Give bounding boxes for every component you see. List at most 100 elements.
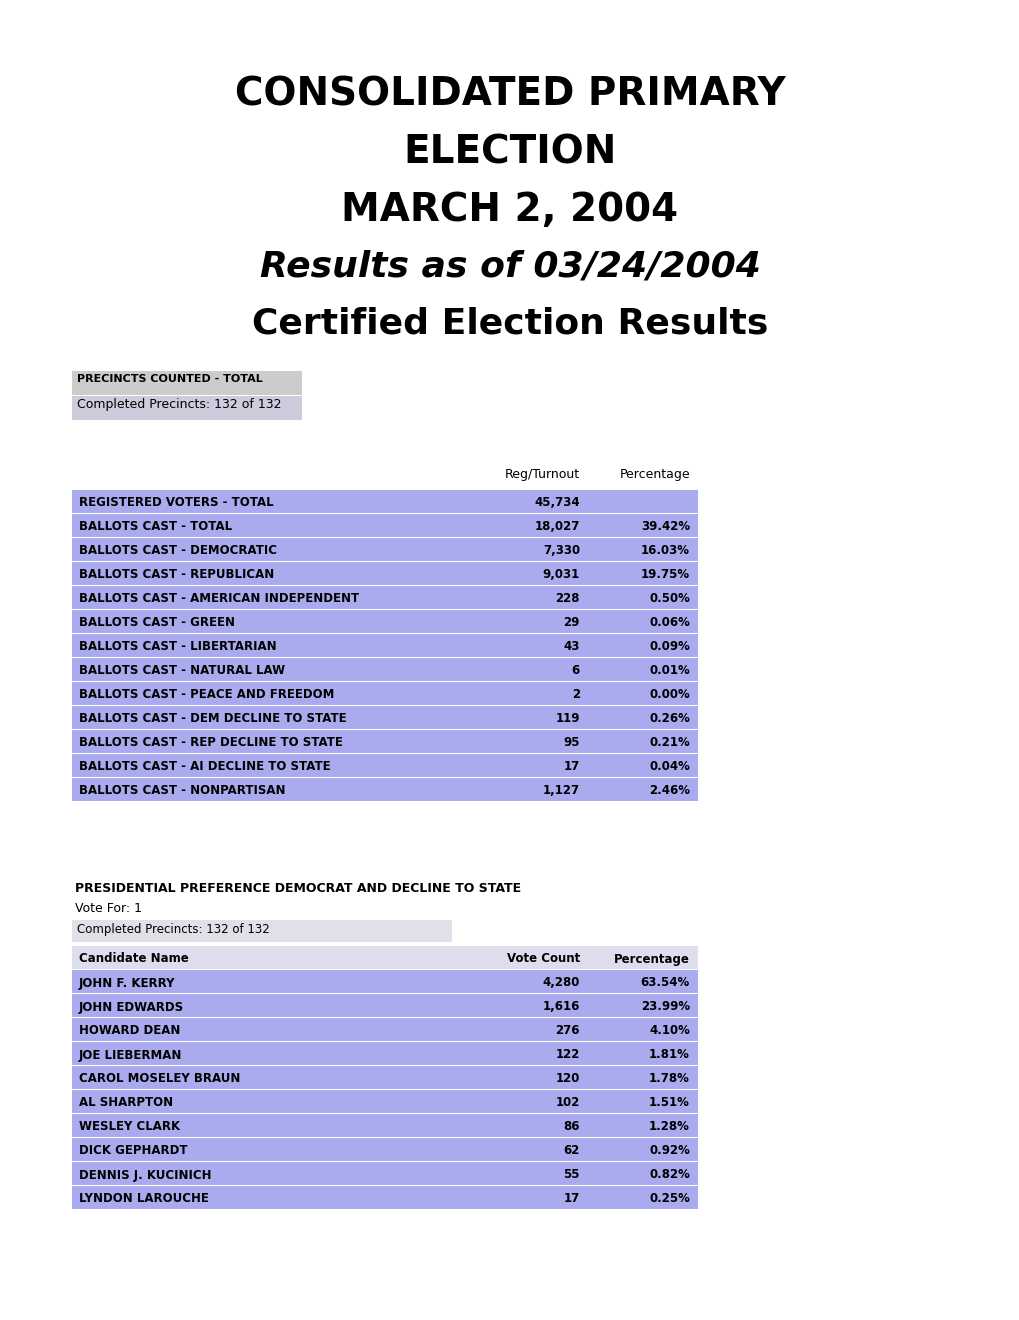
- Text: PRESIDENTIAL PREFERENCE DEMOCRAT AND DECLINE TO STATE: PRESIDENTIAL PREFERENCE DEMOCRAT AND DEC…: [75, 882, 521, 895]
- Text: BALLOTS CAST - AI DECLINE TO STATE: BALLOTS CAST - AI DECLINE TO STATE: [78, 760, 330, 774]
- Text: BALLOTS CAST - REPUBLICAN: BALLOTS CAST - REPUBLICAN: [78, 569, 274, 582]
- Text: JOHN EDWARDS: JOHN EDWARDS: [78, 1001, 184, 1014]
- Text: 0.92%: 0.92%: [648, 1144, 689, 1158]
- Text: 19.75%: 19.75%: [640, 569, 689, 582]
- Text: 17: 17: [564, 1192, 580, 1205]
- Text: 228: 228: [555, 593, 580, 606]
- Text: 2.46%: 2.46%: [648, 784, 689, 797]
- Text: HOWARD DEAN: HOWARD DEAN: [78, 1024, 180, 1038]
- Text: Results as of 03/24/2004: Results as of 03/24/2004: [259, 249, 760, 282]
- FancyBboxPatch shape: [72, 634, 697, 657]
- FancyBboxPatch shape: [72, 1067, 697, 1089]
- FancyBboxPatch shape: [72, 562, 697, 585]
- Text: 7,330: 7,330: [542, 544, 580, 557]
- Text: DENNIS J. KUCINICH: DENNIS J. KUCINICH: [78, 1168, 211, 1181]
- FancyBboxPatch shape: [72, 777, 697, 801]
- Text: 122: 122: [555, 1048, 580, 1061]
- FancyBboxPatch shape: [72, 371, 302, 395]
- Text: 120: 120: [555, 1072, 580, 1085]
- Text: 102: 102: [555, 1097, 580, 1110]
- Text: WESLEY CLARK: WESLEY CLARK: [78, 1121, 180, 1134]
- Text: 0.04%: 0.04%: [648, 760, 689, 774]
- Text: JOE LIEBERMAN: JOE LIEBERMAN: [78, 1048, 182, 1061]
- Text: MARCH 2, 2004: MARCH 2, 2004: [341, 191, 678, 228]
- Text: Certified Election Results: Certified Election Results: [252, 308, 767, 341]
- Text: 86: 86: [562, 1121, 580, 1134]
- Text: 2: 2: [572, 689, 580, 701]
- Text: AL SHARPTON: AL SHARPTON: [78, 1097, 173, 1110]
- FancyBboxPatch shape: [72, 490, 697, 513]
- Text: PRECINCTS COUNTED - TOTAL: PRECINCTS COUNTED - TOTAL: [76, 374, 263, 384]
- Text: Completed Precincts: 132 of 132: Completed Precincts: 132 of 132: [76, 399, 281, 411]
- Text: 119: 119: [555, 713, 580, 726]
- FancyBboxPatch shape: [72, 1162, 697, 1185]
- Text: 0.50%: 0.50%: [648, 593, 689, 606]
- Text: 1,616: 1,616: [542, 1001, 580, 1014]
- Text: 1.81%: 1.81%: [648, 1048, 689, 1061]
- Text: Vote For: 1: Vote For: 1: [75, 902, 142, 915]
- Text: 0.09%: 0.09%: [648, 640, 689, 653]
- FancyBboxPatch shape: [72, 706, 697, 729]
- Text: 0.25%: 0.25%: [648, 1192, 689, 1205]
- Text: 17: 17: [564, 760, 580, 774]
- Text: Percentage: Percentage: [619, 469, 689, 480]
- Text: BALLOTS CAST - REP DECLINE TO STATE: BALLOTS CAST - REP DECLINE TO STATE: [78, 737, 342, 750]
- FancyBboxPatch shape: [72, 1138, 697, 1162]
- Text: Completed Precincts: 132 of 132: Completed Precincts: 132 of 132: [76, 923, 269, 936]
- Text: CAROL MOSELEY BRAUN: CAROL MOSELEY BRAUN: [78, 1072, 240, 1085]
- Text: BALLOTS CAST - NATURAL LAW: BALLOTS CAST - NATURAL LAW: [78, 664, 285, 677]
- Text: 0.01%: 0.01%: [649, 664, 689, 677]
- FancyBboxPatch shape: [72, 730, 697, 752]
- Text: 63.54%: 63.54%: [640, 977, 689, 990]
- Text: Candidate Name: Candidate Name: [78, 953, 189, 965]
- Text: 0.00%: 0.00%: [649, 689, 689, 701]
- FancyBboxPatch shape: [72, 1185, 697, 1209]
- Text: 6: 6: [572, 664, 580, 677]
- FancyBboxPatch shape: [72, 396, 302, 420]
- FancyBboxPatch shape: [72, 1114, 697, 1137]
- FancyBboxPatch shape: [72, 920, 451, 942]
- Text: BALLOTS CAST - TOTAL: BALLOTS CAST - TOTAL: [78, 520, 232, 533]
- Text: 1.28%: 1.28%: [648, 1121, 689, 1134]
- FancyBboxPatch shape: [72, 1090, 697, 1113]
- Text: 9,031: 9,031: [542, 569, 580, 582]
- Text: BALLOTS CAST - NONPARTISAN: BALLOTS CAST - NONPARTISAN: [78, 784, 285, 797]
- Text: 4,280: 4,280: [542, 977, 580, 990]
- Text: LYNDON LAROUCHE: LYNDON LAROUCHE: [78, 1192, 209, 1205]
- FancyBboxPatch shape: [72, 1018, 697, 1041]
- Text: 45,734: 45,734: [534, 496, 580, 510]
- Text: 0.26%: 0.26%: [648, 713, 689, 726]
- Text: 1.51%: 1.51%: [648, 1097, 689, 1110]
- FancyBboxPatch shape: [72, 754, 697, 777]
- Text: BALLOTS CAST - AMERICAN INDEPENDENT: BALLOTS CAST - AMERICAN INDEPENDENT: [78, 593, 359, 606]
- Text: 16.03%: 16.03%: [640, 544, 689, 557]
- FancyBboxPatch shape: [72, 610, 697, 634]
- Text: BALLOTS CAST - PEACE AND FREEDOM: BALLOTS CAST - PEACE AND FREEDOM: [78, 689, 334, 701]
- Text: ELECTION: ELECTION: [403, 133, 616, 172]
- Text: Percentage: Percentage: [613, 953, 689, 965]
- Text: DICK GEPHARDT: DICK GEPHARDT: [78, 1144, 187, 1158]
- Text: 0.21%: 0.21%: [649, 737, 689, 750]
- FancyBboxPatch shape: [72, 994, 697, 1016]
- FancyBboxPatch shape: [72, 539, 697, 561]
- Text: 95: 95: [562, 737, 580, 750]
- FancyBboxPatch shape: [72, 513, 697, 537]
- FancyBboxPatch shape: [72, 946, 697, 969]
- Text: 29: 29: [564, 616, 580, 630]
- Text: 4.10%: 4.10%: [648, 1024, 689, 1038]
- Text: 23.99%: 23.99%: [640, 1001, 689, 1014]
- Text: 1,127: 1,127: [542, 784, 580, 797]
- Text: BALLOTS CAST - LIBERTARIAN: BALLOTS CAST - LIBERTARIAN: [78, 640, 276, 653]
- Text: REGISTERED VOTERS - TOTAL: REGISTERED VOTERS - TOTAL: [78, 496, 273, 510]
- Text: Reg/Turnout: Reg/Turnout: [504, 469, 580, 480]
- Text: BALLOTS CAST - DEMOCRATIC: BALLOTS CAST - DEMOCRATIC: [78, 544, 277, 557]
- Text: 43: 43: [564, 640, 580, 653]
- Text: 276: 276: [555, 1024, 580, 1038]
- FancyBboxPatch shape: [72, 682, 697, 705]
- Text: Vote Count: Vote Count: [506, 953, 580, 965]
- Text: 0.06%: 0.06%: [648, 616, 689, 630]
- FancyBboxPatch shape: [72, 586, 697, 609]
- FancyBboxPatch shape: [72, 1041, 697, 1065]
- Text: 18,027: 18,027: [534, 520, 580, 533]
- Text: 0.82%: 0.82%: [648, 1168, 689, 1181]
